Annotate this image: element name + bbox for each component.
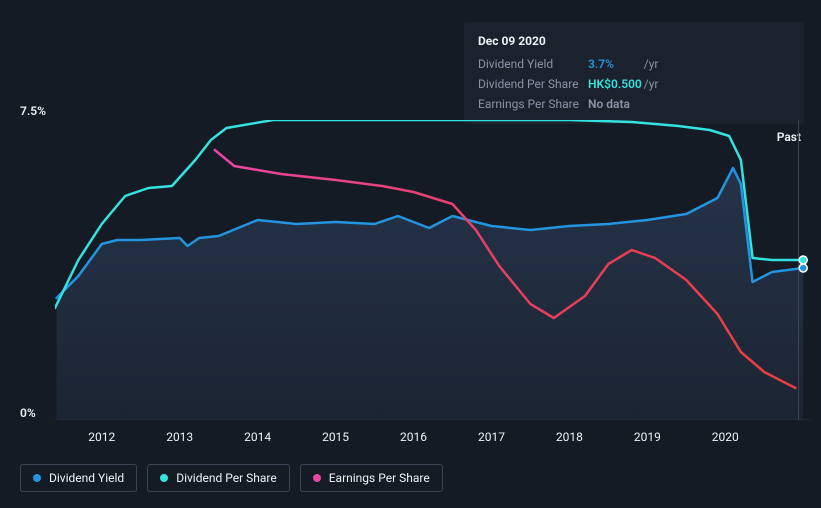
x-axis-tick-label: 2017	[478, 430, 505, 444]
tooltip-row-unit: /yr	[642, 54, 659, 74]
x-axis-tick-label: 2019	[634, 430, 661, 444]
chart-tooltip: Dec 09 2020 Dividend Yield3.7%/yrDividen…	[464, 22, 804, 124]
legend-label: Dividend Yield	[49, 471, 124, 485]
x-axis-tick-label: 2018	[556, 430, 583, 444]
legend-dot-icon	[160, 474, 168, 482]
legend-item[interactable]: Earnings Per Share	[300, 464, 443, 492]
tooltip-row-label: Dividend Yield	[478, 54, 588, 74]
x-axis-tick-label: 2014	[244, 430, 271, 444]
x-axis-tick-label: 2013	[166, 430, 193, 444]
legend-item[interactable]: Dividend Yield	[20, 464, 137, 492]
tooltip-row-value: 3.7%	[588, 54, 642, 74]
legend-label: Earnings Per Share	[329, 471, 430, 485]
legend-dot-icon	[313, 474, 321, 482]
tooltip-row-label: Dividend Per Share	[478, 74, 588, 94]
legend-label: Dividend Per Share	[176, 471, 277, 485]
chart-series-end-dot	[799, 256, 807, 264]
legend-item[interactable]: Dividend Per Share	[147, 464, 290, 492]
legend-dot-icon	[33, 474, 41, 482]
tooltip-table: Dividend Yield3.7%/yr Dividend Per ShareH…	[478, 54, 659, 114]
dividend-chart[interactable]	[55, 120, 811, 420]
x-axis: 2012 2013 2014 2015 2016 2017 2018 2019 2020	[55, 430, 811, 450]
x-axis-tick-label: 2015	[322, 430, 349, 444]
tooltip-row-value: No data	[588, 94, 642, 114]
chart-legend: Dividend Yield Dividend Per Share Earnings…	[20, 464, 443, 492]
y-axis-min-label: 0%	[20, 406, 36, 420]
tooltip-date: Dec 09 2020	[478, 32, 790, 50]
x-axis-tick-label: 2012	[88, 430, 115, 444]
tooltip-row-unit	[642, 94, 659, 114]
tooltip-row-unit: /yr	[642, 74, 659, 94]
x-axis-tick-label: 2020	[712, 430, 739, 444]
chart-area-fill	[57, 168, 804, 420]
tooltip-row-label: Earnings Per Share	[478, 94, 588, 114]
tooltip-row-value: HK$0.500	[588, 74, 642, 94]
x-axis-tick-label: 2016	[400, 430, 427, 444]
y-axis-max-label: 7.5%	[20, 104, 46, 118]
chart-series-end-dot	[799, 264, 807, 272]
